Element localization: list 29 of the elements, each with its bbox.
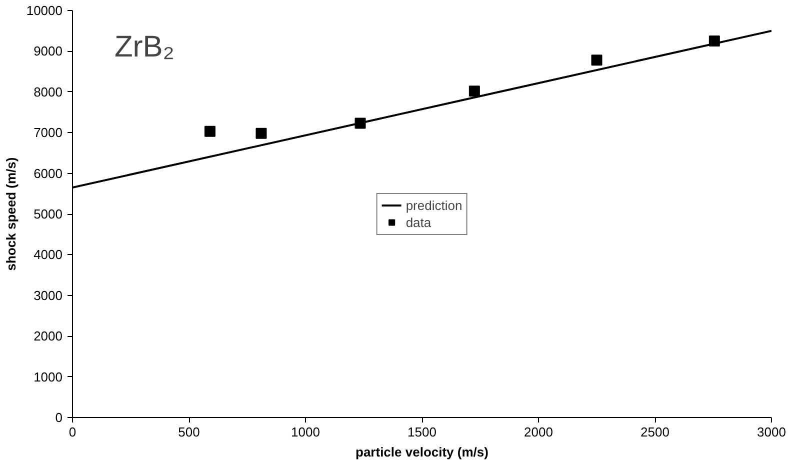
y-tick-label: 6000 [34,166,62,181]
x-tick-label: 2000 [524,424,553,440]
x-tick-label: 1000 [291,424,320,440]
point [354,118,366,129]
y-tick-label: 7000 [34,125,62,140]
point [708,36,720,47]
y-axis-title: shock speed (m/s) [3,157,18,271]
x-tick-label: 1500 [408,424,436,440]
y-tick-label: 2000 [34,328,62,344]
point [204,126,216,137]
x-tick-label: 2500 [640,424,670,440]
legend-label: data [406,214,432,230]
y-tick-label: 1000 [34,369,62,384]
text: ZrB₂ [114,30,174,64]
point [256,128,267,139]
y-tick-label: 5000 [34,206,62,222]
x-tick-label: 0 [68,424,76,440]
y-tick-label: 9000 [34,44,62,59]
x-tick-label: 500 [178,424,200,440]
y-tick-label: 8000 [34,84,62,100]
point [591,54,602,66]
y-tick-label: 4000 [34,247,62,262]
point [468,86,480,97]
y-tick-label: 0 [55,410,63,425]
legend-label: prediction [406,198,462,212]
y-tick-label: 10000 [26,3,63,18]
x-axis-title: particle velocity (m/s) [356,444,488,460]
y-tick-label: 3000 [34,288,62,303]
x-tick-label: 3000 [757,424,786,440]
